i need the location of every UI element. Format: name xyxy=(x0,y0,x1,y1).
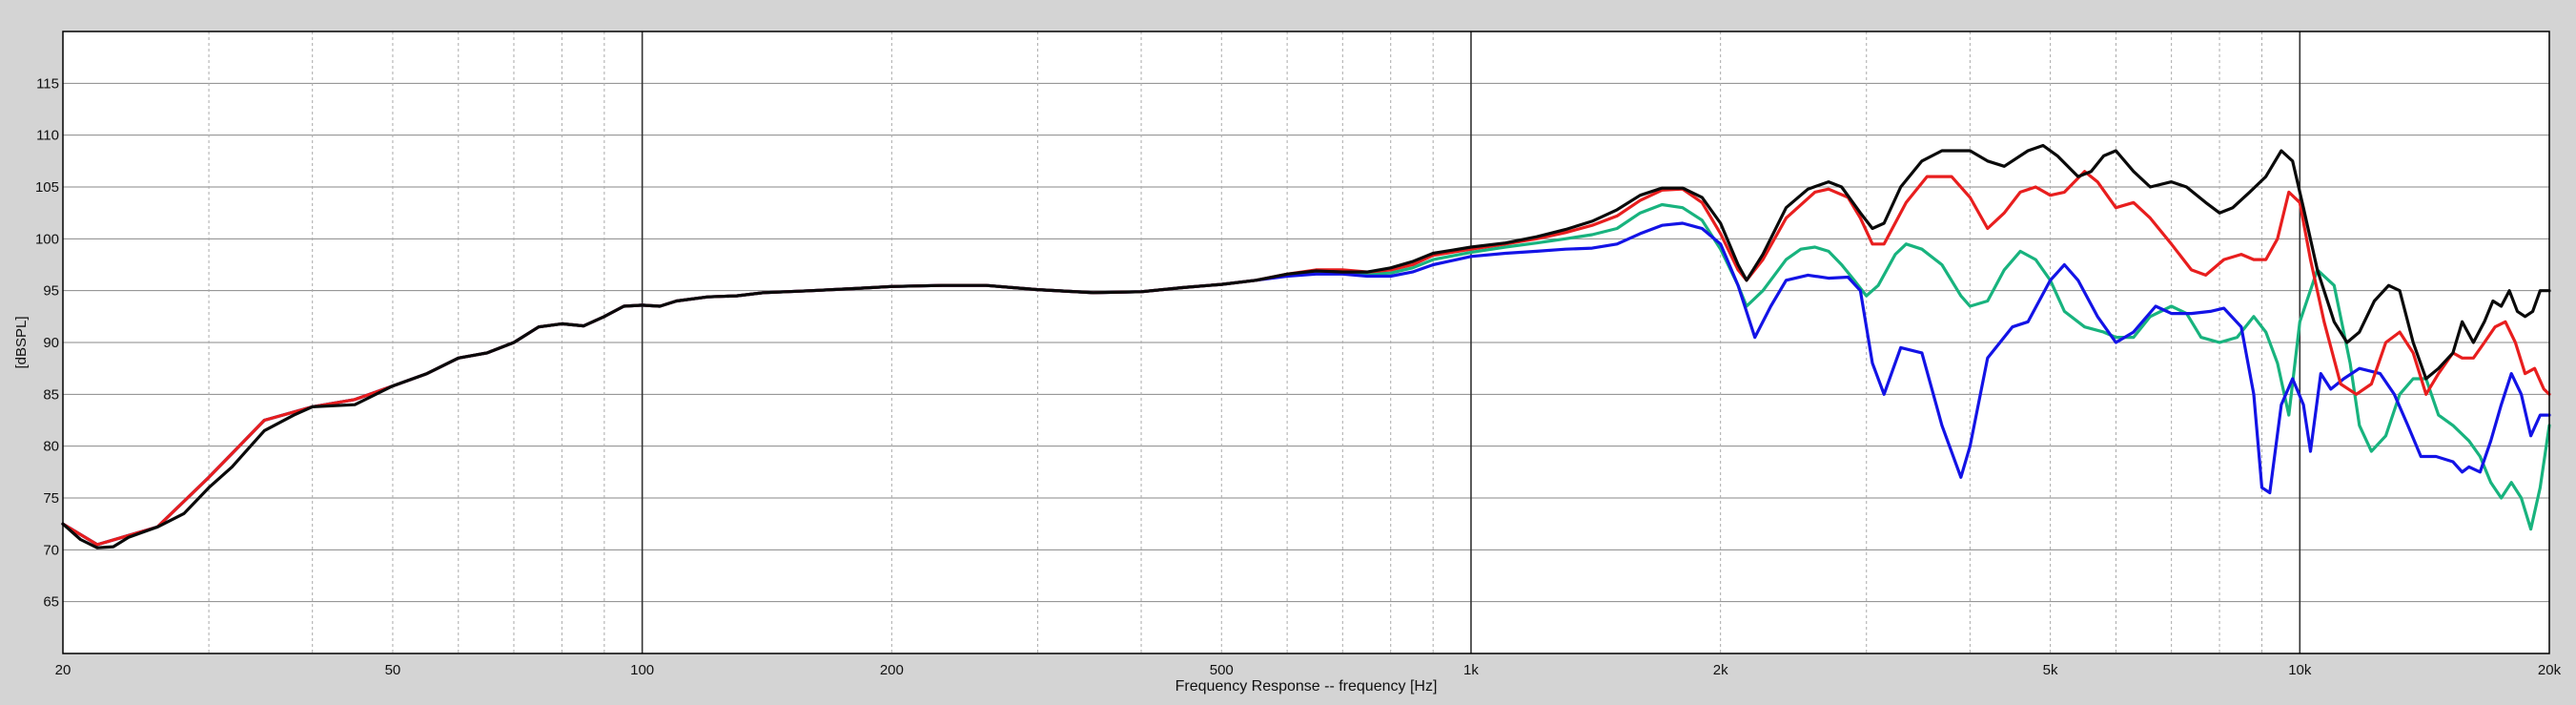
x-tick-label: 20 xyxy=(55,662,72,678)
x-tick-label: 200 xyxy=(880,662,904,678)
x-tick-label: 2k xyxy=(1713,662,1728,678)
y-tick-label: 90 xyxy=(43,335,59,351)
x-axis-label: Frequency Response -- frequency [Hz] xyxy=(1176,678,1438,695)
y-tick-label: 80 xyxy=(43,439,59,455)
y-axis-label: [dBSPL] xyxy=(13,316,30,368)
y-tick-label: 115 xyxy=(36,75,59,92)
y-tick-labels: 65 70 75 80 85 90 95 100 105 110 115 xyxy=(35,75,59,610)
x-tick-label: 100 xyxy=(630,662,654,678)
series-line-4 xyxy=(61,143,2551,549)
y-tick-label: 75 xyxy=(43,490,59,507)
x-tick-labels: 20 50 100 200 500 1k 2k 5k 10k 20k xyxy=(55,662,2562,678)
grid xyxy=(63,31,2549,653)
series-group xyxy=(61,143,2551,549)
x-tick-label: 10k xyxy=(2288,662,2312,678)
y-tick-label: 110 xyxy=(36,128,59,144)
x-tick-label: 5k xyxy=(2043,662,2058,678)
y-tick-label: 100 xyxy=(35,231,59,247)
y-tick-label: 65 xyxy=(43,594,59,611)
y-tick-label: 95 xyxy=(43,283,59,300)
y-tick-label: 85 xyxy=(43,386,59,403)
x-tick-label: 1k xyxy=(1463,662,1479,678)
plot-frame xyxy=(62,31,2550,654)
x-tick-label: 500 xyxy=(1210,662,1234,678)
y-tick-label: 70 xyxy=(43,542,59,558)
x-tick-label: 50 xyxy=(385,662,401,678)
y-tick-label: 105 xyxy=(35,179,59,196)
x-tick-label: 20k xyxy=(2538,662,2562,678)
